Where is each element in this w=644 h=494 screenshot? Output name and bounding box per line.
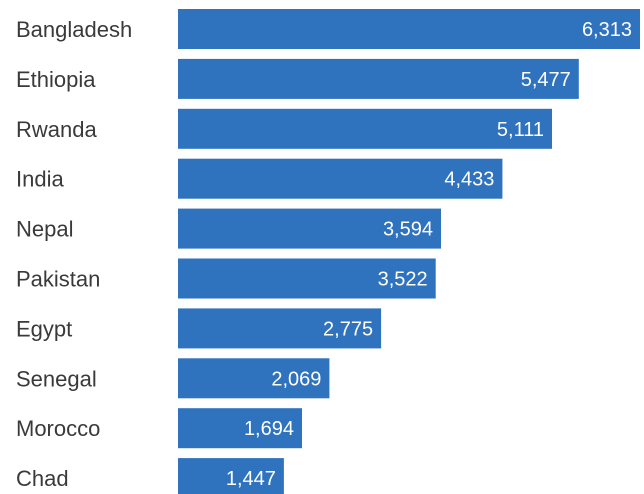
bar-chad [178, 458, 284, 494]
category-label-nepal: Nepal [16, 217, 73, 242]
category-label-pakistan: Pakistan [16, 267, 100, 292]
bar-india [178, 158, 503, 199]
value-label-egypt: 2,775 [323, 318, 373, 340]
value-label-bangladesh: 6,313 [582, 19, 632, 41]
category-label-ethiopia: Ethiopia [16, 67, 96, 92]
category-label-egypt: Egypt [16, 316, 72, 341]
category-labels-group: Bangladesh Ethiopia Rwanda India Nepal Pakist… [16, 17, 132, 491]
value-label-morocco: 1,694 [244, 418, 294, 440]
value-label-pakistan: 3,522 [378, 269, 428, 291]
bar-morocco [178, 408, 302, 449]
value-labels-group: 6,313 5,477 5,111 4,433 3,594 3,522 2,775 2,069… [226, 19, 632, 490]
value-label-rwanda: 5,111 [497, 119, 544, 141]
bar-egypt [178, 308, 382, 349]
value-label-nepal: 3,594 [383, 219, 433, 241]
bar-ethiopia [178, 58, 579, 99]
value-label-ethiopia: 5,477 [521, 69, 571, 91]
category-label-rwanda: Rwanda [16, 117, 97, 142]
bar-nepal [178, 208, 441, 249]
category-label-india: India [16, 167, 64, 192]
category-label-morocco: Morocco [16, 416, 100, 441]
bar-bangladesh [178, 9, 640, 49]
bars-group [178, 9, 640, 494]
value-label-senegal: 2,069 [271, 368, 321, 390]
bar-rwanda [178, 108, 552, 149]
category-label-chad: Chad [16, 466, 69, 491]
bar-pakistan [178, 258, 436, 299]
bar-senegal [178, 358, 330, 399]
category-label-senegal: Senegal [16, 366, 97, 391]
value-label-chad: 1,447 [226, 468, 276, 490]
value-label-india: 4,433 [444, 169, 494, 191]
category-label-bangladesh: Bangladesh [16, 17, 132, 42]
